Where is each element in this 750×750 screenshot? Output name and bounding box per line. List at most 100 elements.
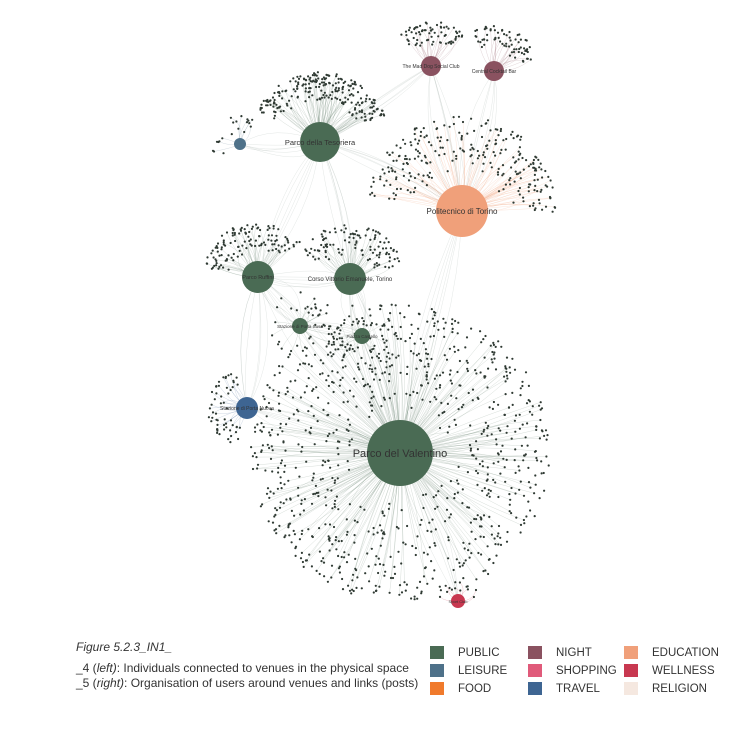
user-node: [307, 75, 310, 78]
user-node: [324, 230, 327, 233]
user-node: [354, 243, 357, 246]
user-node: [227, 268, 230, 271]
user-node: [341, 366, 345, 369]
user-node: [341, 91, 344, 94]
user-node: [435, 23, 439, 27]
user-node: [532, 162, 535, 165]
user-node: [535, 428, 538, 431]
user-node: [278, 402, 281, 405]
user-node: [417, 327, 420, 330]
user-node: [514, 492, 517, 495]
user-node: [304, 100, 307, 103]
venue-link: [246, 276, 268, 409]
user-node: [366, 552, 369, 555]
user-node: [337, 554, 340, 558]
user-node: [271, 521, 275, 524]
user-node: [439, 374, 442, 377]
user-node: [259, 108, 262, 111]
user-node: [480, 341, 483, 344]
user-node: [371, 390, 374, 393]
user-node: [347, 84, 350, 87]
user-node: [416, 142, 419, 145]
user-node: [402, 162, 405, 165]
user-node: [460, 134, 463, 138]
user-node: [515, 516, 518, 519]
user-node: [276, 107, 279, 110]
user-node: [474, 588, 478, 592]
user-node: [321, 477, 324, 480]
legend-label-education: EDUCATION: [652, 646, 719, 659]
user-node: [404, 543, 407, 546]
user-node: [400, 562, 403, 565]
user-node: [506, 530, 509, 534]
user-node: [338, 571, 341, 574]
legend-item-leisure: LEISURE: [430, 664, 507, 677]
user-node: [270, 428, 274, 431]
user-node: [341, 340, 344, 343]
user-node: [299, 557, 303, 560]
user-node: [257, 226, 260, 229]
venue-link: [257, 276, 401, 454]
user-node: [372, 378, 376, 381]
user-node: [279, 462, 283, 465]
user-node: [337, 540, 340, 543]
user-node: [341, 588, 345, 591]
user-node: [369, 349, 372, 352]
user-node: [326, 580, 329, 583]
user-node: [480, 45, 483, 49]
user-node: [224, 422, 228, 425]
user-node: [370, 101, 373, 104]
user-node: [248, 122, 251, 125]
user-node: [264, 469, 267, 472]
user-node: [292, 413, 295, 416]
user-node: [448, 516, 451, 519]
user-node: [378, 232, 381, 235]
user-node: [213, 398, 216, 401]
user-node: [267, 225, 270, 228]
user-node: [485, 122, 488, 125]
user-node: [448, 347, 451, 350]
user-node: [433, 396, 436, 399]
user-node: [208, 407, 211, 410]
user-node: [416, 26, 419, 29]
user-node: [410, 323, 413, 326]
user-node: [319, 309, 322, 312]
user-node: [338, 414, 341, 417]
user-node: [470, 154, 473, 157]
user-node: [519, 394, 522, 397]
user-node: [534, 167, 537, 170]
user-node: [206, 256, 209, 259]
user-node: [376, 355, 379, 358]
user-node: [282, 109, 285, 113]
user-node: [494, 345, 497, 348]
user-node: [483, 43, 486, 46]
user-node: [455, 30, 458, 33]
user-node: [490, 358, 493, 361]
user-node: [355, 117, 358, 120]
user-node: [324, 460, 327, 464]
user-node: [399, 312, 402, 315]
user-node: [551, 210, 554, 213]
user-node: [385, 247, 388, 250]
user-node: [297, 494, 300, 497]
user-node: [286, 104, 289, 107]
user-node: [334, 479, 337, 482]
user-node: [330, 97, 333, 100]
user-node: [266, 443, 269, 446]
user-node: [260, 449, 263, 452]
user-node: [457, 482, 460, 485]
user-node: [457, 115, 461, 118]
user-node: [439, 589, 442, 592]
user-node: [327, 459, 330, 462]
user-node: [224, 244, 227, 247]
user-node: [315, 85, 318, 89]
user-node: [404, 30, 408, 33]
user-node: [337, 87, 340, 90]
user-node: [527, 466, 530, 469]
user-node: [533, 492, 536, 495]
user-node: [547, 175, 550, 178]
user-node: [328, 325, 331, 328]
user-node: [385, 366, 388, 369]
user-node: [456, 491, 459, 494]
user-node: [388, 365, 392, 368]
